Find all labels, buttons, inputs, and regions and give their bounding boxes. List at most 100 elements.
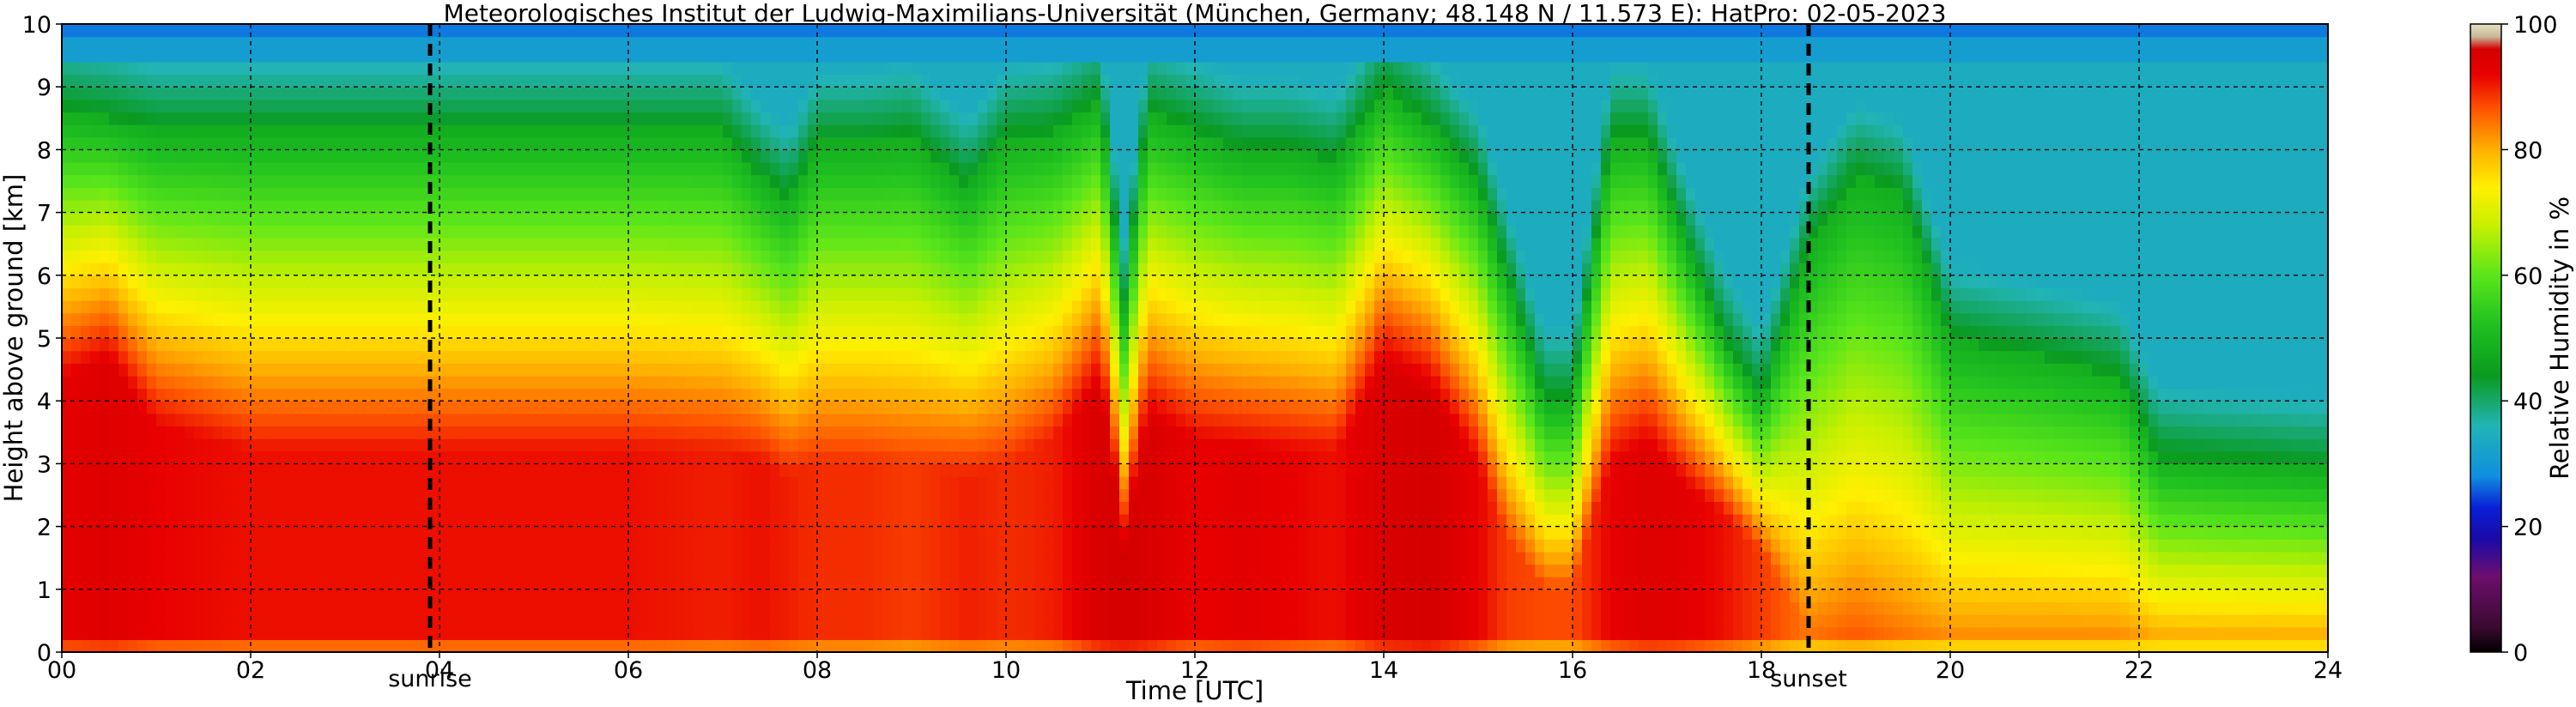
heatmap-cell <box>827 450 837 464</box>
heatmap-cell <box>71 287 82 301</box>
heatmap-cell <box>789 564 799 577</box>
heatmap-cell <box>307 463 318 477</box>
heatmap-cell <box>704 212 714 226</box>
heatmap-cell <box>855 174 865 188</box>
heatmap-cell <box>222 212 233 226</box>
heatmap-cell <box>260 24 270 38</box>
heatmap-cell <box>770 614 780 628</box>
heatmap-cell <box>524 463 535 477</box>
heatmap-cell <box>657 124 667 138</box>
heatmap-cell <box>817 388 827 402</box>
heatmap-cell <box>251 250 261 263</box>
heatmap-cell <box>779 526 790 540</box>
heatmap-cell <box>175 513 185 528</box>
heatmap-cell <box>779 74 790 88</box>
heatmap-cell <box>968 149 979 163</box>
heatmap-cell <box>392 601 403 615</box>
heatmap-cell <box>449 388 459 402</box>
heatmap-cell <box>364 263 374 276</box>
heatmap-cell <box>336 539 346 553</box>
heatmap-cell <box>742 577 752 590</box>
heatmap-cell <box>100 287 110 301</box>
heatmap-cell <box>392 526 403 540</box>
heatmap-cell <box>694 300 705 314</box>
heatmap-cell <box>90 476 100 490</box>
heatmap-cell <box>298 61 308 76</box>
heatmap-cell <box>288 49 299 63</box>
heatmap-cell <box>817 450 827 464</box>
heatmap-cell <box>71 401 82 414</box>
heatmap-cell <box>968 49 979 63</box>
heatmap-cell <box>128 300 138 314</box>
heatmap-cell <box>421 99 431 113</box>
heatmap-cell <box>864 174 875 188</box>
heatmap-cell <box>430 99 440 113</box>
heatmap-cell <box>732 263 742 276</box>
heatmap-cell <box>779 551 790 565</box>
heatmap-cell <box>487 551 497 565</box>
heatmap-cell <box>279 501 289 515</box>
heatmap-cell <box>222 312 233 326</box>
heatmap-cell <box>619 375 629 390</box>
heatmap-cell <box>279 136 289 150</box>
heatmap-cell <box>619 225 629 239</box>
heatmap-cell <box>628 312 639 326</box>
heatmap-cell <box>581 375 591 390</box>
heatmap-cell <box>364 49 374 63</box>
heatmap-cell <box>128 136 138 150</box>
heatmap-cell <box>562 237 573 251</box>
heatmap-cell <box>732 325 742 339</box>
heatmap-cell <box>496 112 506 125</box>
heatmap-cell <box>81 601 91 615</box>
heatmap-cell <box>657 99 667 113</box>
heatmap-cell <box>270 426 280 439</box>
heatmap-cell <box>90 275 100 289</box>
heatmap-cell <box>543 363 554 377</box>
heatmap-cell <box>307 312 318 326</box>
heatmap-cell <box>543 350 554 364</box>
heatmap-cell <box>846 350 856 364</box>
heatmap-cell <box>808 300 818 314</box>
heatmap-cell <box>270 626 280 640</box>
heatmap-cell <box>940 199 950 214</box>
heatmap-cell <box>619 463 629 477</box>
heatmap-cell <box>402 401 412 414</box>
heatmap-cell <box>392 450 403 464</box>
heatmap-cell <box>232 263 242 276</box>
heatmap-cell <box>524 212 535 226</box>
heatmap-cell <box>930 577 941 590</box>
heatmap-cell <box>373 639 384 652</box>
heatmap-cell <box>638 174 648 188</box>
heatmap-cell <box>213 639 223 652</box>
heatmap-cell <box>685 263 695 276</box>
heatmap-cell <box>912 24 922 38</box>
heatmap-cell <box>657 564 667 577</box>
heatmap-cell <box>685 639 695 652</box>
heatmap-cell <box>638 49 648 63</box>
heatmap-cell <box>118 24 129 38</box>
heatmap-cell <box>402 463 412 477</box>
heatmap-cell <box>959 149 969 163</box>
heatmap-cell <box>118 577 129 590</box>
heatmap-cell <box>770 237 780 251</box>
heatmap-cell <box>846 601 856 615</box>
heatmap-cell <box>798 564 809 577</box>
heatmap-cell <box>90 212 100 226</box>
heatmap-cell <box>364 287 374 301</box>
heatmap-cell <box>676 99 686 113</box>
heatmap-cell <box>222 250 233 263</box>
heatmap-cell <box>477 263 488 276</box>
heatmap-cell <box>203 174 214 188</box>
heatmap-cell <box>62 61 72 76</box>
heatmap-cell <box>81 526 91 540</box>
heatmap-cell <box>836 413 846 427</box>
heatmap-cell <box>609 463 620 477</box>
heatmap-cell <box>808 577 818 590</box>
heatmap-cell <box>279 338 289 352</box>
heatmap-cell <box>827 551 837 565</box>
heatmap-cell <box>902 526 912 540</box>
heatmap-cell <box>524 375 535 390</box>
heatmap-cell <box>883 539 894 553</box>
heatmap-cell <box>855 438 865 452</box>
heatmap-cell <box>770 124 780 138</box>
